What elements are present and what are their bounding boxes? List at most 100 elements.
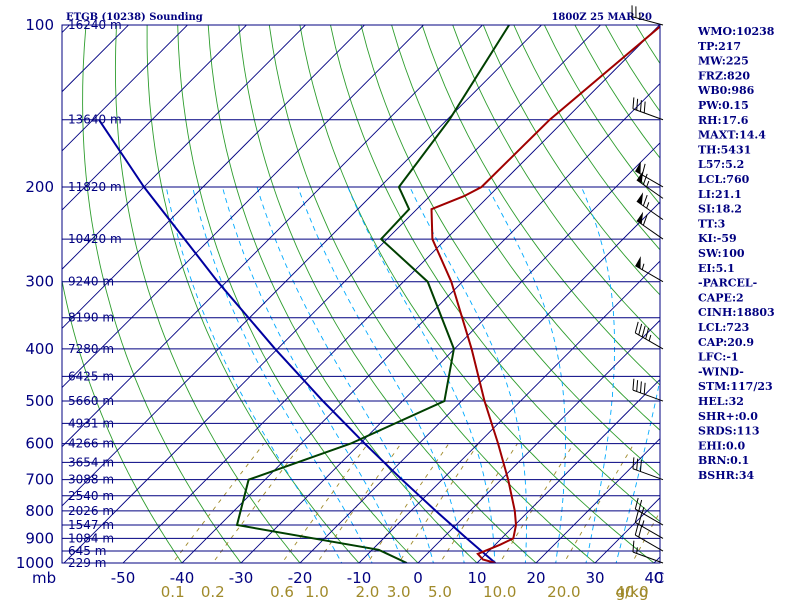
pressure-tick-label: 500: [25, 392, 54, 410]
wind-barb-feather: [642, 194, 648, 207]
wind-barb-staff: [635, 332, 664, 350]
stability-index-item: SRDS:113: [698, 425, 760, 438]
mixing-ratio-line: [563, 443, 635, 563]
isotherm-line: [181, 83, 660, 563]
isotherm-line: [62, 25, 484, 448]
sounding-curves: [98, 25, 660, 563]
isotherm-line: [62, 25, 543, 507]
temperature-tick-label: 30: [585, 569, 604, 587]
stability-index-item: EI:5.1: [698, 262, 735, 275]
wind-barb: [632, 97, 664, 121]
stability-index-item: WB0:986: [697, 84, 755, 97]
height-tick-label: 5660 m: [68, 394, 114, 408]
stability-index-item: SHR+:0.0: [698, 410, 758, 423]
height-tick-label: 229 m: [68, 556, 106, 570]
wind-barb-pennant: [635, 161, 641, 174]
wind-barb: [632, 457, 664, 481]
stability-index-item: EHI:0.0: [698, 439, 745, 452]
wind-barb-staff: [632, 389, 664, 402]
chart-title: ETGB (10238) Sounding: [66, 12, 203, 23]
mixing-ratio-tick-label: 40.0: [615, 583, 648, 600]
mixing-ratio-line: [281, 443, 369, 563]
isotherm-line: [63, 25, 602, 563]
mixing-ratio-line: [398, 443, 479, 563]
wind-barb-feather: [638, 499, 643, 512]
wind-barb-feather: [642, 214, 648, 226]
isotherm-line: [594, 497, 660, 563]
isotherm-line: [62, 25, 425, 389]
mixing-ratio-line: [439, 443, 518, 563]
temperature-tick-label: 40: [644, 569, 663, 587]
dry-adiabat-line: [177, 25, 419, 563]
stability-index-item: STM:117/23: [698, 380, 773, 393]
temperature-tick-label: -10: [347, 569, 372, 587]
wind-barb-feather: [632, 457, 635, 469]
wind-barb: [632, 540, 664, 564]
plot-frame: [61, 24, 661, 564]
wind-barb-staff: [635, 521, 664, 539]
dry-adiabat-line: [207, 25, 478, 563]
isotherm-line: [62, 25, 248, 211]
stability-index-item: L57:5.2: [698, 158, 744, 171]
stability-index-item: CAPE:2: [698, 291, 744, 304]
temperature-tick-label: 10: [467, 569, 486, 587]
moist-adiabat-line: [297, 186, 465, 563]
wind-barb-half-feather: [646, 180, 650, 188]
wind-barb-feather: [643, 382, 646, 395]
pressure-tick-label: 600: [25, 435, 54, 453]
height-tick-label: 1547 m: [68, 518, 114, 532]
stability-index-item: -PARCEL-: [698, 277, 757, 290]
stability-index-item: FRZ:820: [698, 69, 750, 82]
wind-barb-staff: [635, 508, 664, 526]
wind-barb-staff: [632, 108, 664, 121]
height-tick-label: 4931 m: [68, 416, 114, 430]
dry-adiabat-line: [543, 25, 660, 205]
moist-adiabat-line: [615, 377, 660, 563]
temperature-tick-label: -30: [229, 569, 254, 587]
height-tick-label: 13640 m: [68, 113, 122, 127]
isotherm-line: [240, 142, 660, 563]
temperature-tick-label: 20: [526, 569, 545, 587]
dry-adiabat-line: [574, 25, 660, 159]
wind-barb-feather: [636, 458, 639, 471]
height-tick-label: 3654 m: [68, 455, 114, 469]
wind-barb-half-feather: [636, 547, 638, 554]
stability-index-item: RH:17.6: [698, 114, 749, 127]
temperature-unit-label: C: [654, 569, 664, 587]
height-tick-label: 2540 m: [68, 489, 114, 503]
wind-barb-feather: [632, 540, 635, 553]
wind-barb-feather: [643, 101, 646, 113]
wind-barbs: [631, 5, 664, 564]
dry-adiabat-line: [268, 25, 596, 563]
wind-barb-feather: [636, 380, 639, 392]
mixing-ratio-tick-label: 0.6: [270, 583, 294, 600]
mixing-ratio-line: [366, 443, 450, 563]
isotherm-line: [62, 25, 366, 329]
isotherm-line: [417, 319, 660, 563]
stability-index-item: KI:-59: [698, 232, 737, 245]
dry-adiabat-line: [62, 278, 183, 563]
dry-adiabat-line: [114, 25, 301, 563]
pressure-tick-label: 100: [25, 16, 54, 34]
wind-barb-feather: [638, 525, 643, 538]
wind-barb: [631, 5, 664, 26]
moist-adiabat-line: [256, 186, 434, 563]
isotherm-line: [122, 25, 660, 563]
wind-barb-feather: [632, 378, 635, 391]
mixing-ratio-tick-label: 20.0: [547, 583, 580, 600]
moist-adiabat-line: [487, 186, 566, 563]
stability-index-item: TP:217: [698, 40, 741, 53]
stability-index-item: HEL:32: [698, 395, 744, 408]
stability-index-item: CINH:18803: [698, 306, 775, 319]
moist-adiabat-line: [222, 186, 404, 563]
dry-adiabat-line: [146, 25, 360, 563]
moist-adiabat-line: [409, 186, 528, 563]
dry-adiabat-line: [330, 25, 660, 523]
height-tick-label: 11820 m: [68, 180, 122, 194]
wind-barb-staff: [631, 16, 664, 26]
wind-barb-feather: [645, 327, 650, 340]
wind-barb-feather: [638, 513, 643, 525]
stability-index-item: LFC:-1: [698, 351, 739, 364]
isotherm-line: [535, 438, 660, 563]
wind-barb-staff: [632, 468, 664, 481]
